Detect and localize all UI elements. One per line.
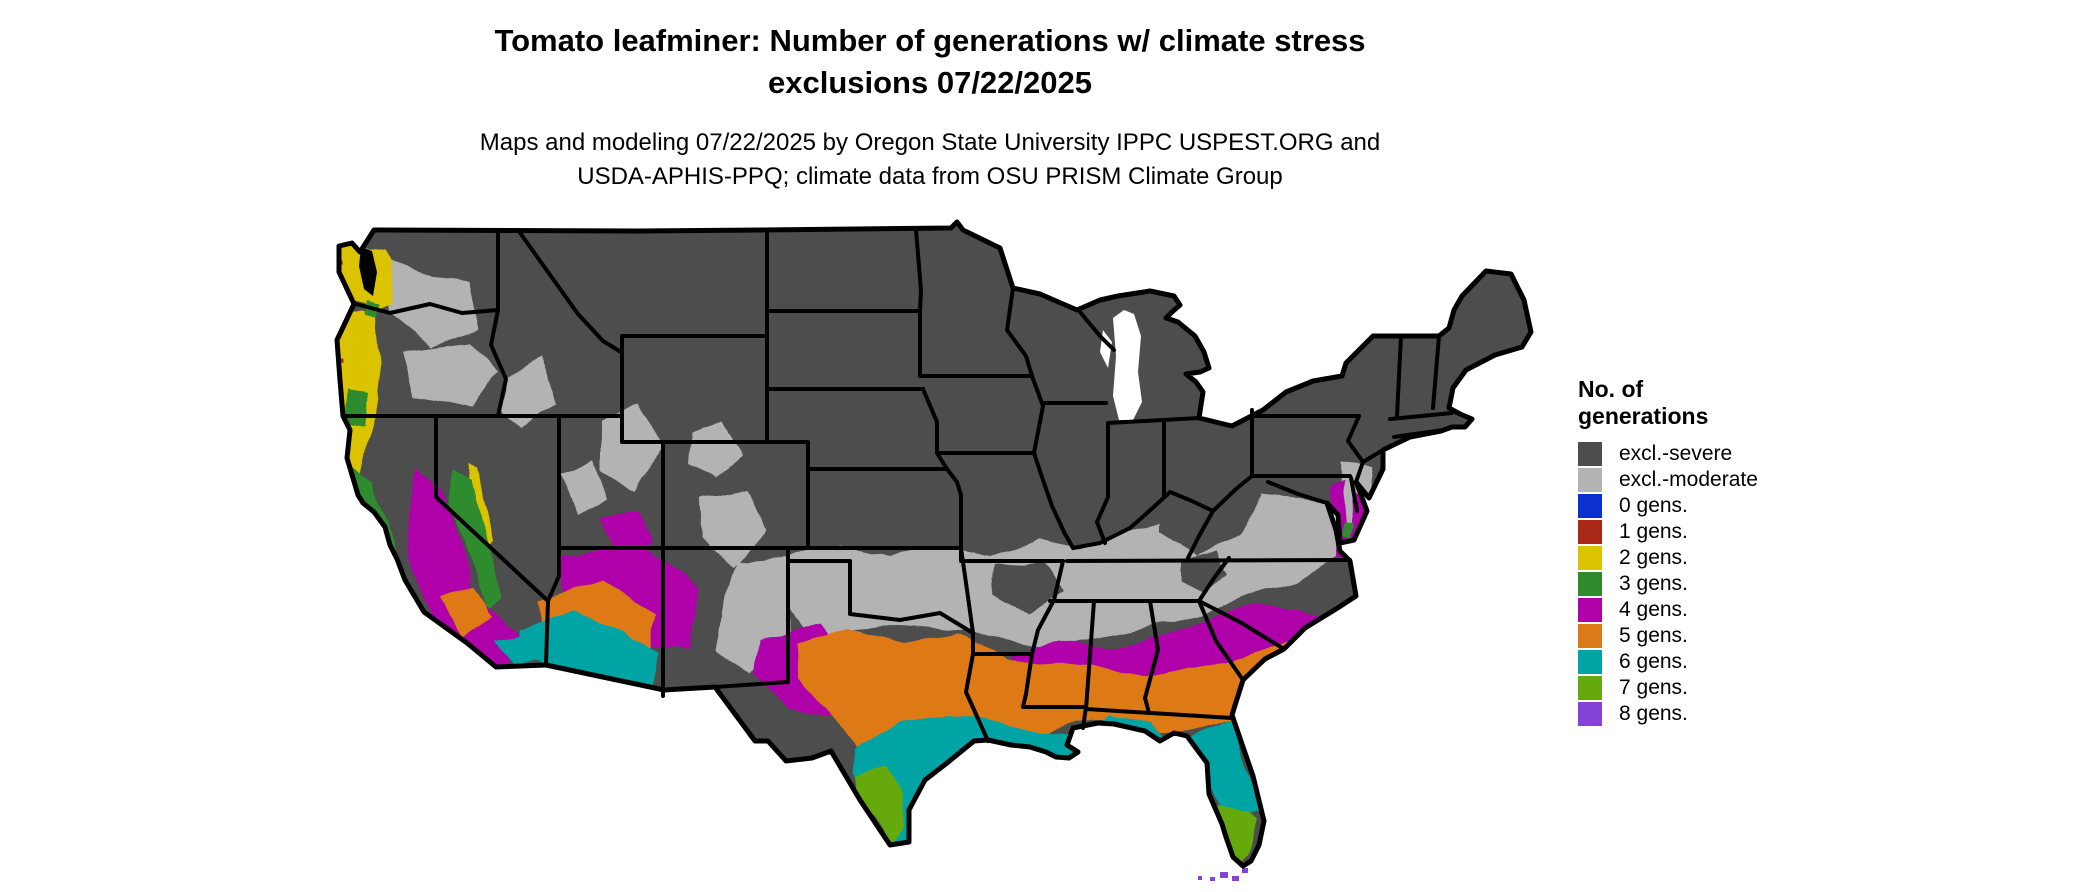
legend-items: excl.-severe excl.-moderate 0 gens. 1 ge… — [1578, 442, 1938, 726]
legend-swatch-2-gens — [1578, 546, 1602, 570]
legend-label-excl-severe: excl.-severe — [1619, 442, 1733, 465]
state-borders — [341, 228, 1454, 743]
legend-title: No. of generations — [1578, 376, 1938, 430]
legend-row-4-gens: 4 gens. — [1578, 598, 1938, 622]
legend-label-2-gens: 2 gens. — [1619, 546, 1688, 569]
legend-label-1-gens: 1 gens. — [1619, 520, 1688, 543]
legend-row-7-gens: 7 gens. — [1578, 676, 1938, 700]
legend-label-6-gens: 6 gens. — [1619, 650, 1688, 673]
legend-swatch-1-gens — [1578, 520, 1602, 544]
figure-subtitle: Maps and modeling 07/22/2025 by Oregon S… — [0, 126, 1860, 194]
legend-swatch-0-gens — [1578, 494, 1602, 518]
legend-row-8-gens: 8 gens. — [1578, 702, 1938, 726]
legend-swatch-4-gens — [1578, 598, 1602, 622]
legend-swatch-8-gens — [1578, 702, 1602, 726]
legend-label-8-gens: 8 gens. — [1619, 702, 1688, 725]
legend-label-5-gens: 5 gens. — [1619, 624, 1688, 647]
legend-row-6-gens: 6 gens. — [1578, 650, 1938, 674]
legend-title-line1: No. of — [1578, 376, 1644, 402]
legend-swatch-3-gens — [1578, 572, 1602, 596]
legend-row-0-gens: 0 gens. — [1578, 494, 1938, 518]
puget-sound — [359, 247, 377, 296]
legend-title-line2: generations — [1578, 403, 1709, 429]
legend-label-7-gens: 7 gens. — [1619, 676, 1688, 699]
lake-michigan — [1113, 310, 1142, 420]
legend-swatch-excl-severe — [1578, 442, 1602, 466]
map-legend: No. of generations excl.-severe excl.-mo… — [1578, 376, 1938, 726]
legend-row-excl-moderate: excl.-moderate — [1578, 468, 1938, 492]
region-8-gens-florida-keys — [1198, 868, 1248, 881]
legend-row-1-gens: 1 gens. — [1578, 520, 1938, 544]
figure-header: Tomato leafminer: Number of generations … — [0, 20, 1860, 194]
figure-title: Tomato leafminer: Number of generations … — [0, 20, 1860, 104]
legend-row-3-gens: 3 gens. — [1578, 572, 1938, 596]
legend-swatch-6-gens — [1578, 650, 1602, 674]
legend-row-2-gens: 2 gens. — [1578, 546, 1938, 570]
legend-row-excl-severe: excl.-severe — [1578, 442, 1938, 466]
legend-label-3-gens: 3 gens. — [1619, 572, 1688, 595]
figure-subtitle-line2: USDA-APHIS-PPQ; climate data from OSU PR… — [577, 163, 1283, 190]
figure-subtitle-line1: Maps and modeling 07/22/2025 by Oregon S… — [479, 129, 1381, 156]
legend-swatch-excl-moderate — [1578, 468, 1602, 492]
legend-label-0-gens: 0 gens. — [1619, 494, 1688, 517]
legend-label-4-gens: 4 gens. — [1619, 598, 1688, 621]
legend-swatch-5-gens — [1578, 624, 1602, 648]
figure-title-line1: Tomato leafminer: Number of generations … — [494, 23, 1366, 58]
legend-row-5-gens: 5 gens. — [1578, 624, 1938, 648]
legend-swatch-7-gens — [1578, 676, 1602, 700]
legend-label-excl-moderate: excl.-moderate — [1619, 468, 1758, 491]
figure-title-line2: exclusions 07/22/2025 — [767, 65, 1092, 100]
